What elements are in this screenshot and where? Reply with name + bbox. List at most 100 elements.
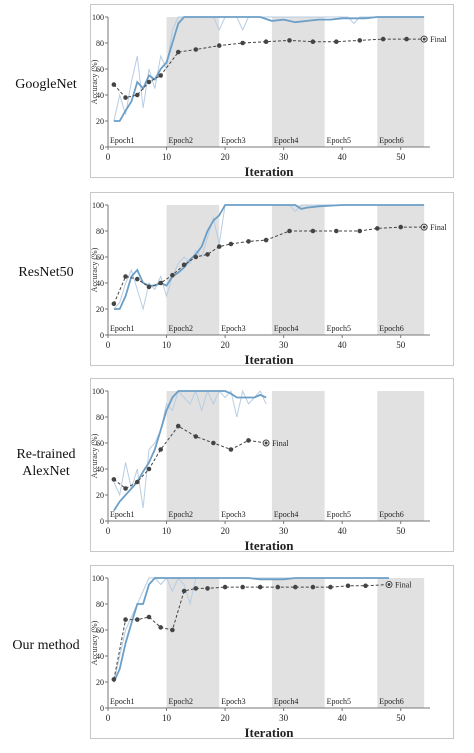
validation-point — [334, 228, 339, 234]
epoch-band — [166, 391, 220, 521]
y-tick-label: 60 — [96, 65, 104, 74]
validation-point — [123, 274, 128, 279]
epoch-label: Epoch4 — [274, 510, 298, 519]
y-tick-label: 80 — [96, 600, 104, 609]
validation-point — [398, 224, 404, 230]
y-tick-label: 80 — [96, 227, 104, 236]
epoch-label: Epoch4 — [274, 697, 298, 706]
validation-point — [310, 584, 316, 590]
epoch-label: Epoch1 — [110, 510, 134, 519]
y-tick-label: 0 — [100, 331, 104, 340]
validation-point — [246, 239, 251, 244]
validation-point — [293, 584, 298, 590]
validation-point — [263, 237, 269, 243]
final-point-center — [422, 37, 426, 41]
accuracy-chart: 0 20 40 60 80 100 0 10 20 30 40 50 Iteration Accuracy… — [90, 574, 430, 740]
validation-point — [170, 627, 175, 633]
y-tick-label: 40 — [96, 652, 104, 661]
validation-point — [334, 39, 339, 45]
x-tick-label: 0 — [106, 713, 111, 723]
y-tick-label: 40 — [96, 279, 104, 288]
y-tick-label: 40 — [96, 465, 104, 474]
y-tick-label: 60 — [96, 439, 104, 448]
validation-point — [240, 40, 245, 46]
final-label: Final — [395, 581, 412, 590]
x-tick-label: 20 — [221, 713, 231, 723]
x-tick-label: 40 — [338, 526, 348, 536]
epoch-label: Epoch3 — [221, 324, 245, 333]
validation-point — [287, 228, 292, 234]
validation-point — [134, 92, 140, 98]
x-tick-label: 30 — [279, 340, 289, 350]
accuracy-chart: 0 20 40 60 80 100 0 10 20 30 40 50 Iteration Accuracy… — [90, 201, 447, 367]
x-tick-label: 0 — [106, 340, 111, 350]
x-axis-label: Iteration — [244, 725, 294, 740]
x-tick-label: 40 — [338, 152, 348, 162]
x-tick-label: 20 — [221, 526, 231, 536]
x-tick-label: 30 — [279, 713, 289, 723]
y-tick-label: 60 — [96, 253, 104, 262]
y-tick-label: 100 — [92, 574, 104, 583]
validation-point — [175, 423, 181, 429]
y-tick-label: 100 — [92, 387, 104, 396]
final-point-center — [422, 225, 426, 229]
x-axis-label: Iteration — [244, 538, 294, 553]
y-axis-label: Accuracy (%) — [90, 247, 99, 292]
validation-point — [175, 49, 181, 55]
final-point-center — [264, 441, 268, 445]
validation-point — [404, 36, 409, 42]
epoch-band — [377, 578, 425, 708]
x-tick-label: 50 — [396, 526, 406, 536]
validation-point — [275, 584, 281, 590]
x-tick-label: 20 — [221, 340, 231, 350]
y-tick-label: 100 — [92, 13, 104, 22]
x-tick-label: 30 — [279, 526, 289, 536]
epoch-band — [377, 391, 425, 521]
epoch-label: Epoch4 — [274, 136, 298, 145]
epoch-band — [271, 205, 325, 335]
epoch-band — [166, 578, 220, 708]
y-tick-label: 80 — [96, 39, 104, 48]
x-tick-label: 0 — [106, 526, 111, 536]
validation-point — [134, 276, 140, 282]
y-tick-label: 20 — [96, 678, 104, 687]
chart-panel: Re-trained AlexNet 0 20 40 60 80 100 0 10 20 30 40 5… — [0, 378, 474, 558]
validation-point — [181, 588, 187, 594]
y-tick-label: 100 — [92, 201, 104, 210]
validation-point — [111, 82, 117, 87]
epoch-label: Epoch5 — [327, 324, 351, 333]
chart-panel: Our method 0 20 40 60 80 100 0 10 20 30 40 50 Iterati… — [0, 565, 474, 745]
model-label: ResNet50 — [18, 265, 74, 280]
validation-point — [193, 586, 199, 591]
accuracy-chart: 0 20 40 60 80 100 0 10 20 30 40 50 Iteration Accuracy… — [90, 387, 430, 553]
x-axis-label: Iteration — [244, 352, 294, 367]
validation-point — [216, 43, 222, 48]
y-tick-label: 20 — [96, 117, 104, 126]
validation-point — [134, 479, 140, 485]
validation-point — [123, 95, 128, 100]
validation-point — [181, 262, 187, 268]
y-tick-label: 20 — [96, 305, 104, 314]
epoch-label: Epoch5 — [327, 510, 351, 519]
y-tick-label: 0 — [100, 704, 104, 713]
epoch-band — [271, 578, 325, 708]
validation-point — [228, 447, 234, 452]
validation-point — [240, 584, 245, 590]
y-axis-label: Accuracy (%) — [90, 433, 99, 478]
y-tick-label: 20 — [96, 491, 104, 500]
model-label: Re-trained AlexNet — [16, 447, 76, 479]
final-label: Final — [430, 35, 447, 44]
validation-point — [111, 477, 117, 482]
validation-point — [123, 486, 128, 491]
epoch-label: Epoch5 — [327, 136, 351, 145]
validation-point — [134, 617, 140, 622]
epoch-label: Epoch4 — [274, 324, 298, 333]
validation-point — [257, 584, 263, 590]
validation-line — [113, 38, 425, 99]
x-tick-label: 10 — [162, 526, 172, 536]
y-tick-label: 80 — [96, 413, 104, 422]
final-point-center — [387, 583, 391, 586]
validation-point — [375, 226, 380, 231]
epoch-band — [377, 17, 425, 147]
epoch-label: Epoch3 — [221, 510, 245, 519]
